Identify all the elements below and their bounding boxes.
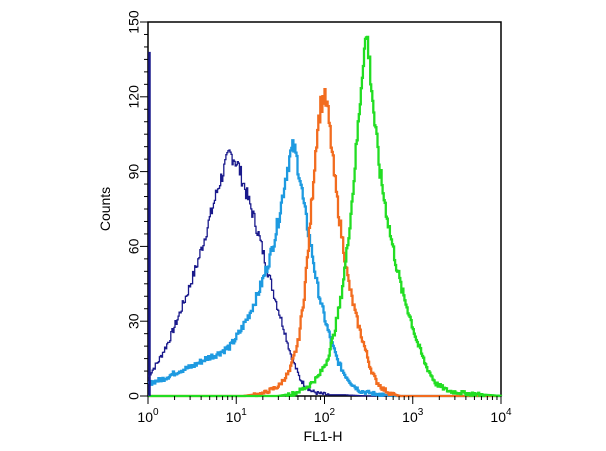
y-axis-title: Counts xyxy=(97,187,113,231)
x-tick-label: 104 xyxy=(490,407,512,425)
plot-border xyxy=(147,21,502,397)
y-tick-label: 60 xyxy=(126,238,142,254)
histogram-series-3 xyxy=(148,87,501,398)
plot-frame xyxy=(147,21,502,397)
x-tick-label: 100 xyxy=(137,407,159,425)
y-tick-label: 150 xyxy=(126,10,142,34)
x-tick-label: 101 xyxy=(226,407,248,425)
x-tick-label: 103 xyxy=(402,407,424,425)
histogram-series-4 xyxy=(148,35,503,398)
histogram-series-2 xyxy=(147,139,501,398)
x-tick-label: 102 xyxy=(314,407,336,425)
series-layer xyxy=(147,35,503,398)
y-tick-label: 0 xyxy=(126,392,142,400)
y-tick-label: 120 xyxy=(126,85,142,109)
x-axis: 100 101 102 103 104 xyxy=(137,396,512,425)
y-tick-label: 90 xyxy=(126,164,142,180)
y-axis: 0 30 60 90 120 150 xyxy=(126,10,148,400)
x-axis-title: FL1-H xyxy=(304,428,343,444)
y-tick-label: 30 xyxy=(126,313,142,329)
